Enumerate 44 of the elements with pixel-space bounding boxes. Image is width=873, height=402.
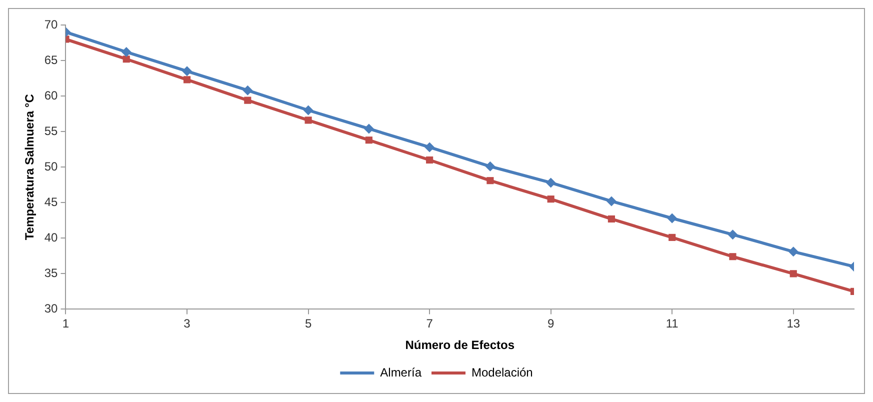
y-tick-label: 50	[44, 159, 58, 174]
point	[244, 96, 252, 104]
point	[122, 56, 130, 63]
point	[486, 177, 494, 184]
point	[606, 196, 616, 206]
point	[303, 105, 314, 116]
point	[485, 161, 496, 172]
point	[729, 253, 736, 260]
point	[304, 116, 312, 124]
point	[668, 234, 676, 241]
point	[788, 246, 798, 257]
legend-label: Almería	[380, 365, 422, 380]
y-tick-label: 35	[44, 266, 58, 280]
point	[608, 215, 615, 222]
point	[546, 178, 556, 188]
y-tick-label: 65	[44, 52, 58, 67]
point	[790, 270, 797, 278]
x-tick-label: 7	[426, 316, 434, 331]
x-tick-label: 3	[184, 316, 191, 331]
x-tick-label: 1	[62, 316, 70, 331]
point	[121, 47, 132, 57]
point	[426, 156, 434, 164]
point	[547, 196, 554, 203]
y-tick-label: 55	[44, 124, 58, 138]
y-tick-label: 45	[44, 194, 58, 209]
y-tick-label: 60	[44, 88, 58, 102]
x-axis-title: Número de Efectos	[405, 338, 515, 352]
legend-label: Modelación	[471, 365, 533, 380]
point	[667, 213, 678, 224]
y-tick-label: 40	[44, 230, 58, 244]
x-tick-label: 9	[547, 316, 554, 331]
point	[242, 85, 253, 96]
point	[424, 142, 435, 152]
x-tick-label: 5	[304, 316, 312, 331]
y-tick-label: 70	[44, 17, 58, 32]
point	[183, 76, 191, 84]
point	[728, 230, 738, 240]
x-tick-label: 13	[786, 316, 800, 331]
point	[365, 136, 372, 144]
point	[364, 124, 374, 134]
y-tick-label: 30	[44, 302, 58, 316]
x-tick-label: 11	[666, 316, 679, 331]
y-axis-title: Temperatura Salmuera °C	[22, 94, 37, 240]
point	[182, 66, 192, 76]
